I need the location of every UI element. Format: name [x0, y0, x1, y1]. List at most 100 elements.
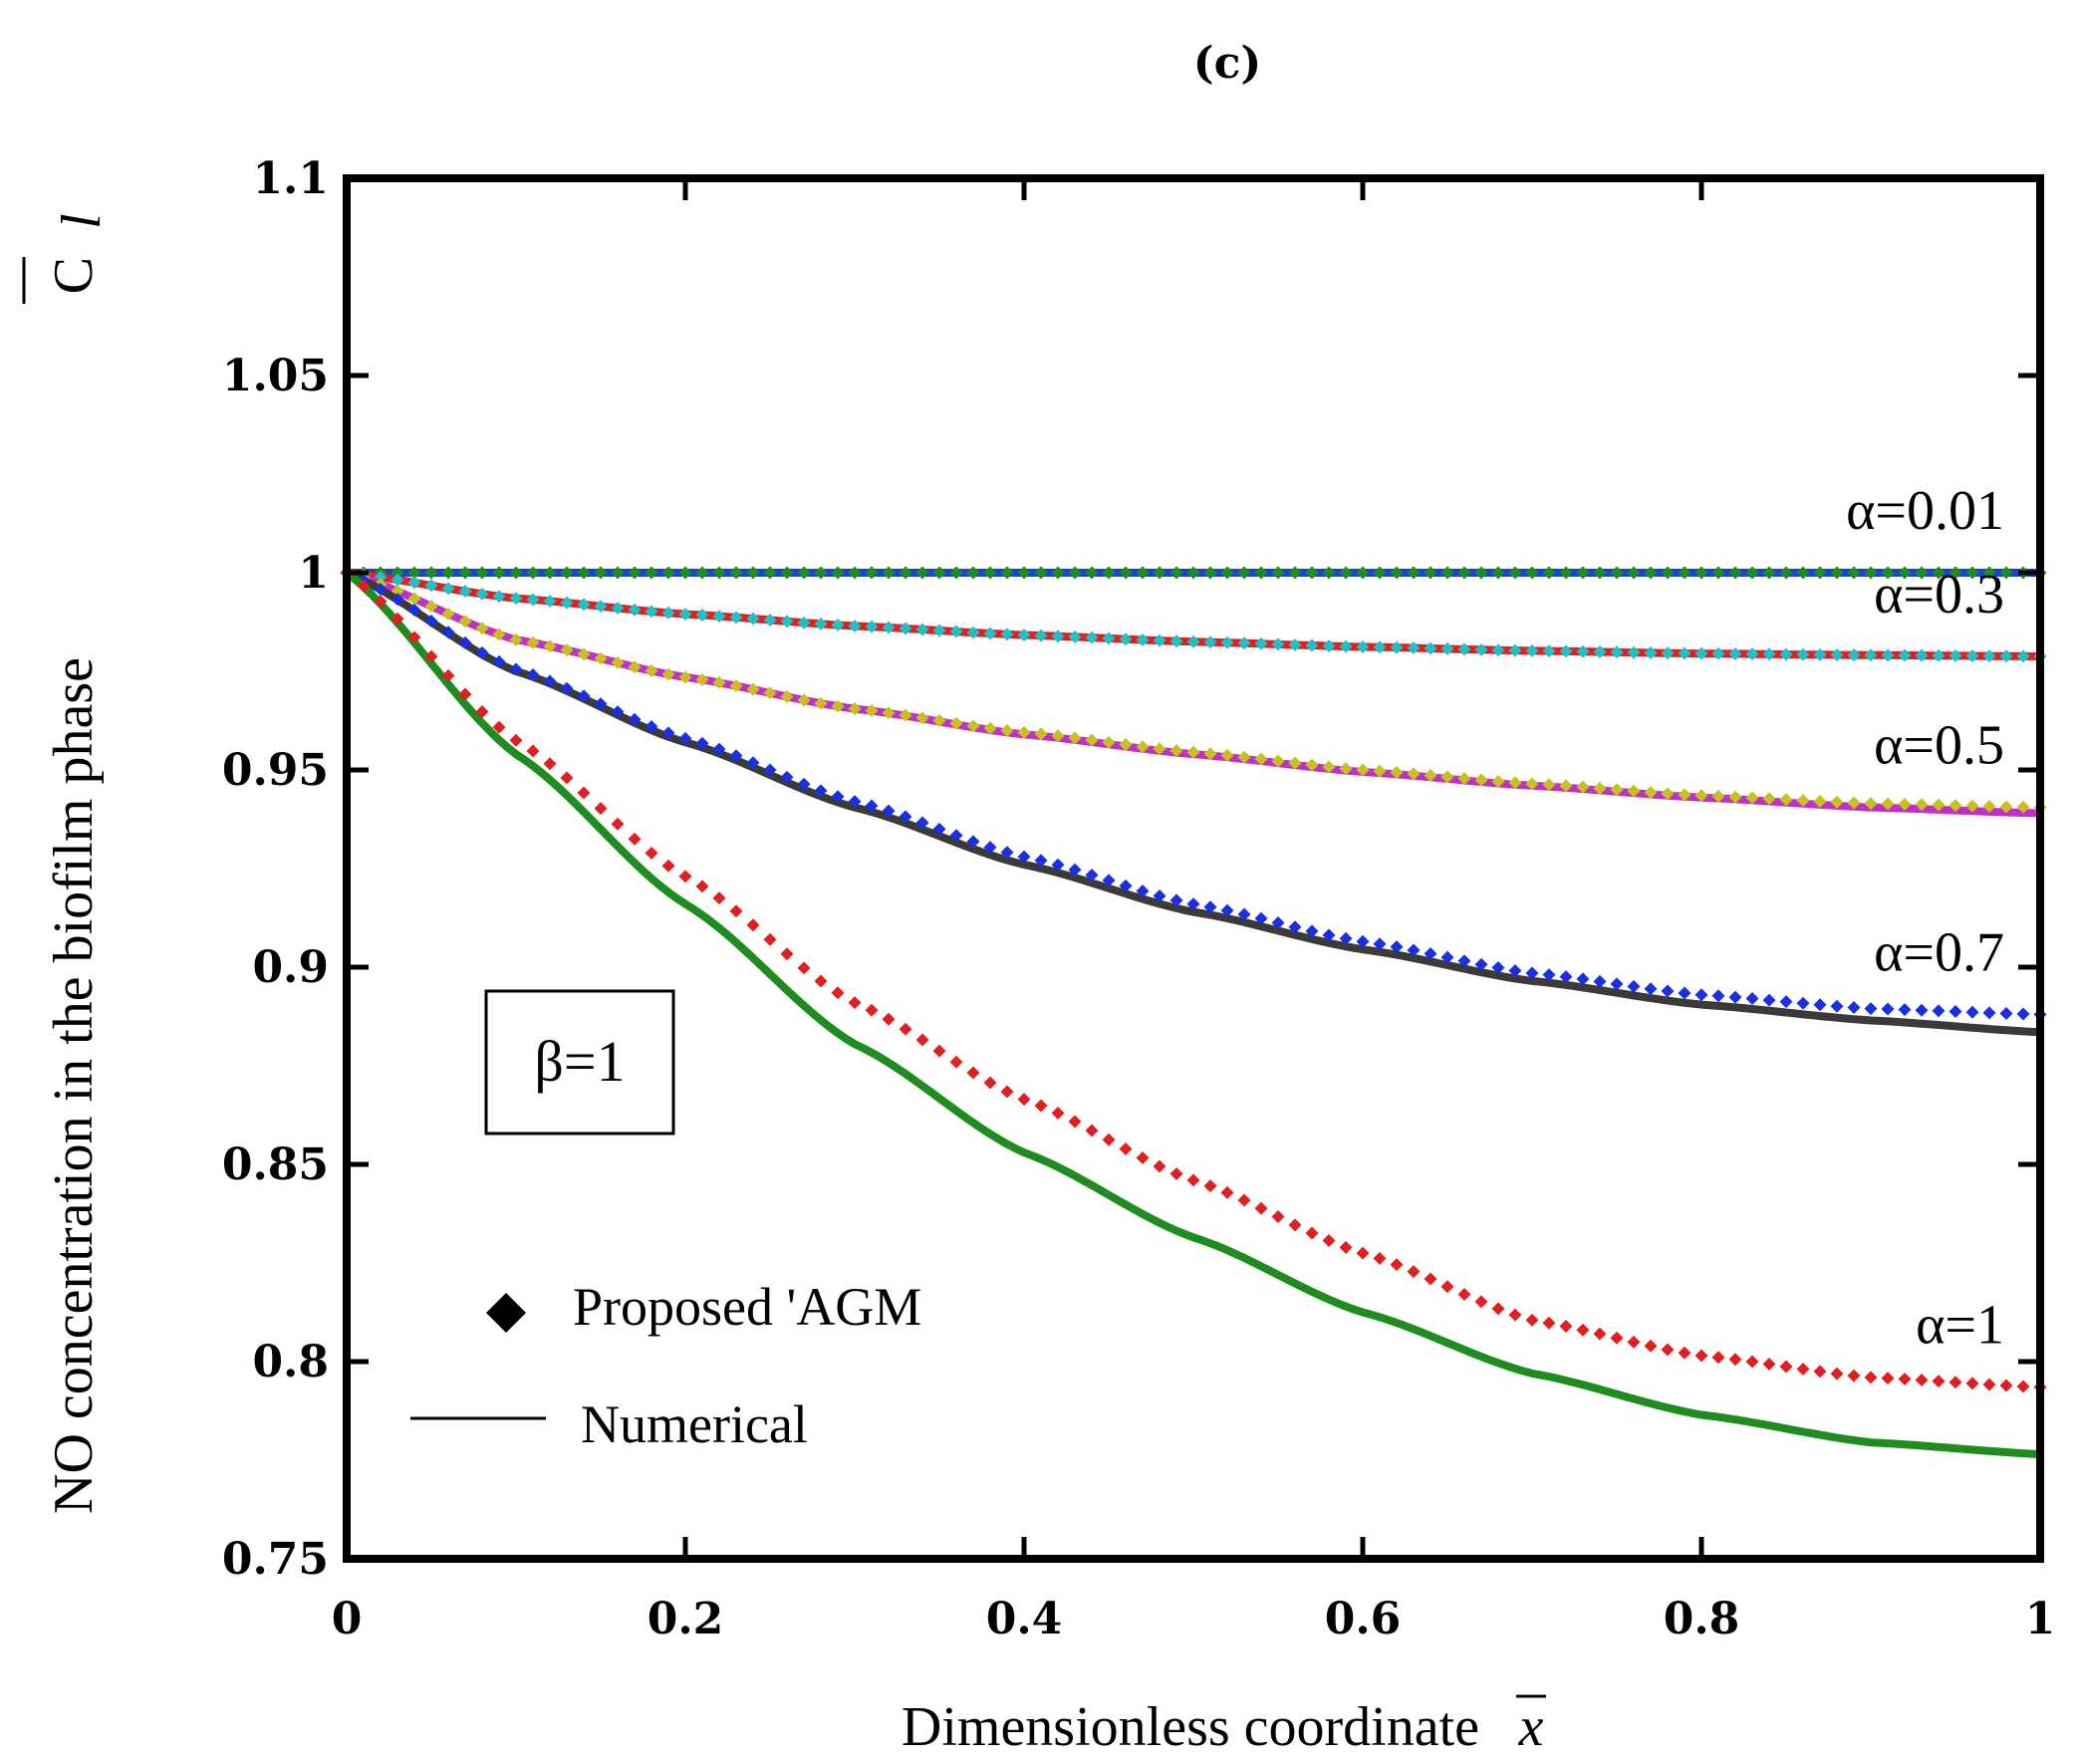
agm-marker: [1373, 764, 1387, 778]
series-2: [340, 566, 2047, 663]
agm-marker: [1440, 1280, 1454, 1294]
agm-marker: [1864, 648, 1878, 662]
agm-marker: [678, 608, 692, 622]
agm-marker: [1847, 796, 1861, 810]
agm-marker: [424, 615, 438, 629]
agm-marker: [1051, 566, 1065, 580]
agm-marker: [1322, 639, 1336, 653]
agm-marker: [780, 566, 794, 580]
agm-marker: [1694, 988, 1708, 1002]
agm-marker: [1153, 633, 1167, 647]
agm-marker: [1474, 957, 1488, 971]
agm-marker: [1999, 566, 2013, 580]
agm-marker: [1491, 643, 1505, 657]
agm-marker: [1491, 566, 1505, 580]
agm-marker: [1407, 566, 1421, 580]
agm-marker: [678, 731, 692, 745]
agm-marker: [526, 635, 540, 649]
series-5: [340, 566, 2047, 1459]
agm-marker: [763, 932, 777, 946]
x-tick-label: 0.4: [986, 1594, 1063, 1644]
agm-marker: [1932, 1375, 1946, 1388]
agm-marker: [1237, 636, 1251, 650]
agm-marker: [1813, 794, 1827, 808]
agm-marker: [1678, 646, 1691, 660]
agm-marker: [831, 986, 845, 1000]
agm-marker: [1457, 642, 1471, 656]
agm-marker: [1525, 966, 1539, 980]
agm-marker: [882, 566, 896, 580]
agm-marker: [1525, 777, 1539, 791]
curve-label-alpha: α=0.5: [1874, 715, 2004, 777]
agm-marker: [1830, 999, 1844, 1013]
agm-marker: [882, 1012, 896, 1026]
agm-marker: [1390, 765, 1404, 779]
agm-marker: [1305, 758, 1319, 772]
agm-marker: [543, 639, 557, 653]
y-tick-label: 1.05: [222, 351, 329, 401]
agm-marker: [1847, 1369, 1861, 1383]
y-tick-label: 0.9: [252, 942, 329, 993]
agm-marker: [458, 566, 472, 580]
agm-marker: [1661, 787, 1675, 801]
agm-marker: [628, 660, 642, 674]
agm-marker: [1407, 767, 1421, 781]
agm-marker: [594, 697, 608, 711]
agm-marker: [1102, 1133, 1116, 1146]
agm-marker: [543, 566, 557, 580]
agm-marker: [1576, 972, 1590, 986]
agm-marker: [780, 689, 794, 703]
agm-marker: [492, 720, 506, 734]
y-tick-label: 0.95: [222, 745, 329, 796]
agm-marker: [1982, 800, 1996, 814]
agm-marker: [915, 711, 929, 725]
agm-marker: [560, 566, 574, 580]
agm-marker: [848, 619, 862, 632]
agm-marker: [695, 880, 709, 893]
agm-marker: [983, 566, 997, 580]
y-tick-label: 1.1: [252, 153, 329, 204]
agm-marker: [1440, 770, 1454, 784]
agm-marker: [1136, 1151, 1150, 1165]
agm-marker: [1390, 566, 1404, 580]
agm-marker: [645, 719, 658, 733]
agm-marker: [1051, 630, 1065, 643]
agm-marker: [475, 704, 489, 718]
curve-label-alpha: α=0.3: [1874, 564, 2004, 626]
agm-marker: [1170, 893, 1183, 907]
agm-marker: [374, 583, 388, 597]
agm-marker: [1711, 789, 1725, 803]
agm-marker: [1881, 797, 1895, 811]
agm-marker: [390, 593, 404, 607]
agm-marker: [1982, 566, 1996, 580]
agm-marker: [848, 795, 862, 809]
agm-marker: [865, 703, 879, 717]
agm-marker: [1017, 629, 1031, 642]
agm-marker: [949, 829, 963, 843]
agm-marker: [407, 603, 421, 617]
agm-marker: [1068, 731, 1082, 745]
agm-marker: [1881, 566, 1895, 580]
agm-marker: [1762, 993, 1776, 1007]
agm-marker: [1711, 566, 1725, 580]
agm-marker: [1339, 762, 1353, 776]
agm-marker: [611, 655, 625, 669]
agm-marker: [1694, 1349, 1708, 1363]
agm-marker: [1119, 1142, 1133, 1156]
agm-marker: [1288, 566, 1302, 580]
agm-marker: [1559, 970, 1573, 984]
agm-marker: [966, 566, 980, 580]
agm-marker: [1999, 1379, 2013, 1392]
agm-marker: [1119, 566, 1133, 580]
agm-marker: [729, 566, 743, 580]
agm-marker: [1728, 566, 1742, 580]
agm-marker: [1237, 566, 1251, 580]
agm-marker: [661, 667, 675, 681]
agm-marker: [1932, 1004, 1946, 1018]
agm-marker: [848, 702, 862, 716]
agm-marker: [1068, 863, 1082, 877]
agm-marker: [475, 622, 489, 635]
agm-marker: [1915, 798, 1929, 812]
agm-marker: [882, 706, 896, 720]
agm-marker: [628, 832, 642, 846]
